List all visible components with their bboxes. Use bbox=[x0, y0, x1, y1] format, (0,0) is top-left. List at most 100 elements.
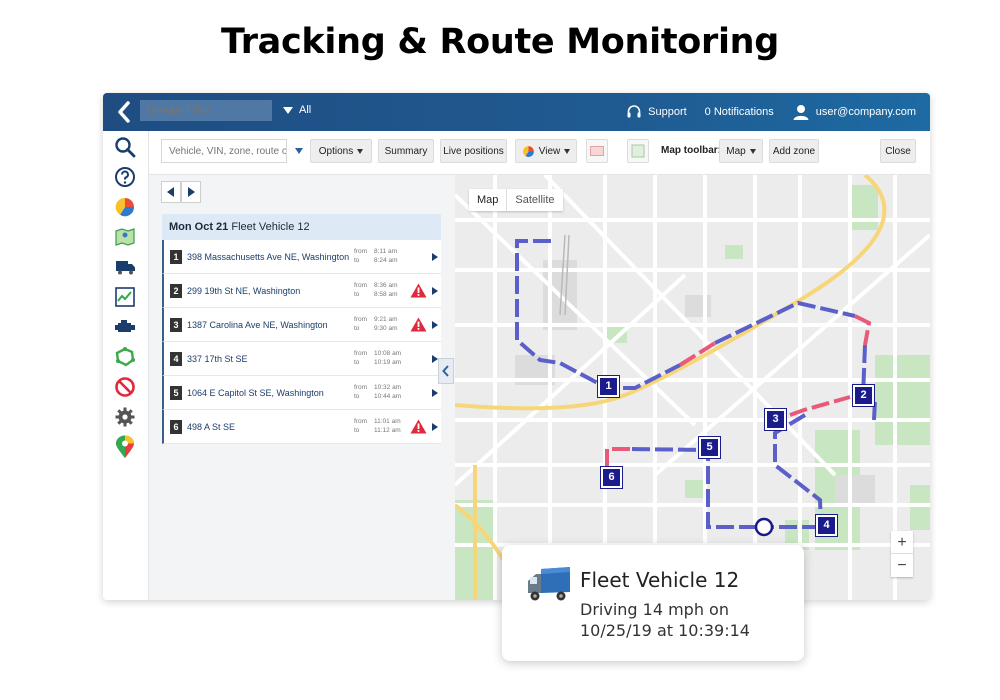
route-map[interactable]: 1 2 3 4 5 6 Map Satellite + − bbox=[455, 175, 930, 600]
support-link[interactable]: Support bbox=[626, 104, 687, 120]
collapse-panel-button[interactable] bbox=[438, 358, 454, 384]
add-zone-button[interactable]: Add zone bbox=[769, 139, 819, 163]
from-time: 8:11 am bbox=[374, 248, 398, 255]
zone-icon bbox=[115, 347, 135, 367]
trip-nav bbox=[161, 181, 201, 203]
close-button[interactable]: Close bbox=[880, 139, 916, 163]
notifications-link[interactable]: 0 Notifications bbox=[705, 106, 774, 118]
map-icon bbox=[115, 228, 135, 246]
zoom-in-button[interactable]: + bbox=[891, 531, 913, 554]
vehicle-status-line-1: Driving 14 mph on bbox=[580, 600, 729, 619]
stop-address: 299 19th St NE, Washington bbox=[187, 286, 301, 296]
icon-rail bbox=[103, 131, 149, 600]
stop-row-1[interactable]: 1 398 Massachusetts Ave NE, Washington f… bbox=[162, 240, 441, 274]
from-label: from bbox=[354, 282, 367, 289]
vehicle-search-input[interactable] bbox=[161, 139, 287, 163]
rail-reports-button[interactable] bbox=[112, 194, 138, 220]
rail-places-button[interactable] bbox=[112, 434, 138, 460]
stop-row-5[interactable]: 5 1064 E Capitol St SE, Washington from 1… bbox=[162, 376, 441, 410]
stop-address: 337 17th St SE bbox=[187, 354, 248, 364]
layers-button[interactable] bbox=[627, 139, 649, 163]
export-button[interactable] bbox=[586, 139, 608, 163]
rail-exceptions-button[interactable] bbox=[112, 374, 138, 400]
chevron-left-icon bbox=[442, 365, 449, 377]
truck-icon bbox=[528, 567, 570, 601]
prev-trip-button[interactable] bbox=[161, 181, 181, 203]
to-label: to bbox=[354, 325, 360, 332]
search-dropdown-icon[interactable] bbox=[295, 148, 303, 154]
to-time: 11:12 am bbox=[374, 427, 401, 434]
stop-marker-4[interactable]: 4 bbox=[816, 515, 837, 536]
rail-map-button[interactable] bbox=[112, 224, 138, 250]
vehicle-info-card[interactable]: Fleet Vehicle 12 Driving 14 mph on 10/25… bbox=[502, 545, 804, 661]
stop-address: 1387 Carolina Ave NE, Washington bbox=[187, 320, 328, 330]
stop-marker-1[interactable]: 1 bbox=[598, 376, 619, 397]
play-icon[interactable] bbox=[432, 355, 438, 363]
top-bar: All Support 0 Notifications user@company bbox=[103, 93, 930, 131]
view-button[interactable]: View bbox=[515, 139, 577, 163]
user-label: user@company.com bbox=[815, 106, 916, 118]
from-time: 8:36 am bbox=[374, 282, 398, 289]
groups-filter-input[interactable] bbox=[140, 100, 272, 121]
pie-chart-icon bbox=[522, 145, 534, 157]
rail-settings-button[interactable] bbox=[112, 404, 138, 430]
options-button[interactable]: Options bbox=[310, 139, 372, 163]
trip-date: Mon Oct 21 bbox=[169, 221, 229, 233]
live-positions-button[interactable]: Live positions bbox=[440, 139, 507, 163]
play-icon[interactable] bbox=[432, 287, 438, 295]
trip-header: Mon Oct 21 Fleet Vehicle 12 bbox=[162, 214, 441, 240]
trip-vehicle: Fleet Vehicle 12 bbox=[231, 221, 310, 233]
back-icon[interactable] bbox=[115, 100, 133, 124]
summary-button[interactable]: Summary bbox=[378, 139, 434, 163]
from-label: from bbox=[354, 316, 367, 323]
warning-icon bbox=[410, 283, 427, 298]
stop-number: 3 bbox=[170, 318, 182, 332]
rail-engine-button[interactable] bbox=[112, 314, 138, 340]
rail-vehicles-button[interactable] bbox=[112, 254, 138, 280]
caret-down-icon bbox=[749, 148, 756, 154]
from-time: 10:08 am bbox=[374, 350, 402, 357]
play-icon[interactable] bbox=[432, 253, 438, 261]
stop-marker-2[interactable]: 2 bbox=[853, 385, 874, 406]
map-toolbar-label: Map toolbar: bbox=[661, 145, 721, 156]
app-window: All Support 0 Notifications user@company bbox=[103, 93, 930, 600]
stop-time: from 8:11 am to 8:24 am bbox=[354, 247, 398, 265]
play-icon[interactable] bbox=[432, 321, 438, 329]
search-icon bbox=[115, 137, 136, 158]
from-time: 9:21 am bbox=[374, 316, 398, 323]
zoom-out-button[interactable]: − bbox=[897, 557, 907, 574]
stop-marker-5[interactable]: 5 bbox=[699, 437, 720, 458]
play-icon[interactable] bbox=[432, 389, 438, 397]
stop-row-6[interactable]: 6 498 A St SE from 11:01 am to 11:12 am bbox=[162, 410, 441, 444]
rail-search-button[interactable] bbox=[112, 134, 138, 160]
stop-row-2[interactable]: 2 299 19th St NE, Washington from 8:36 am… bbox=[162, 274, 441, 308]
to-time: 10:44 am bbox=[374, 393, 402, 400]
from-label: from bbox=[354, 384, 367, 391]
trend-chart-icon bbox=[115, 287, 135, 307]
next-trip-button[interactable] bbox=[181, 181, 201, 203]
rail-analytics-button[interactable] bbox=[112, 284, 138, 310]
to-label: to bbox=[354, 393, 360, 400]
layers-icon bbox=[631, 144, 645, 158]
map-type-satellite-button[interactable]: Satellite bbox=[507, 189, 563, 211]
page-title: Tracking & Route Monitoring bbox=[220, 22, 780, 62]
close-label: Close bbox=[885, 145, 911, 157]
stop-marker-6[interactable]: 6 bbox=[601, 467, 622, 488]
all-groups-select[interactable]: All bbox=[283, 104, 311, 116]
map-type-switcher: Map Satellite bbox=[469, 189, 563, 211]
current-position-icon bbox=[754, 517, 774, 537]
stop-list: 1 398 Massachusetts Ave NE, Washington f… bbox=[162, 240, 441, 444]
rail-zones-button[interactable] bbox=[112, 344, 138, 370]
stop-number: 5 bbox=[170, 386, 182, 400]
stop-row-3[interactable]: 3 1387 Carolina Ave NE, Washington from 9… bbox=[162, 308, 441, 342]
stop-marker-3[interactable]: 3 bbox=[765, 409, 786, 430]
map-type-map-button[interactable]: Map bbox=[469, 189, 508, 211]
stop-row-4[interactable]: 4 337 17th St SE from 10:08 am to 10:19 am bbox=[162, 342, 441, 376]
play-icon[interactable] bbox=[432, 423, 438, 431]
stop-time: from 8:36 am to 8:58 am bbox=[354, 281, 398, 299]
zoom-control: + − bbox=[891, 531, 913, 577]
map-select-button[interactable]: Map bbox=[719, 139, 763, 163]
map-select-label: Map bbox=[726, 145, 746, 157]
rail-help-button[interactable] bbox=[112, 164, 138, 190]
user-menu[interactable]: user@company.com bbox=[792, 103, 916, 121]
